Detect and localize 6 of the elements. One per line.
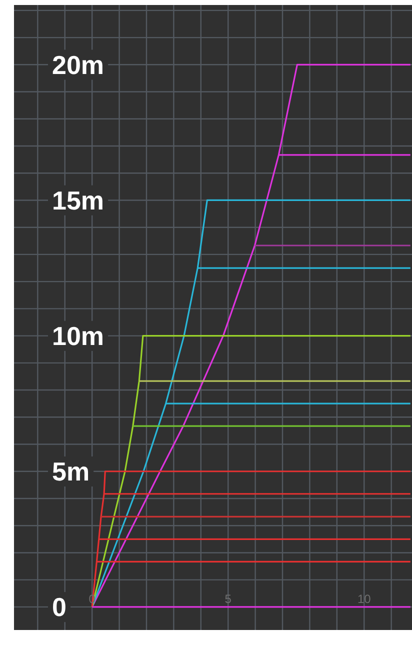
x-tick-label: 5 xyxy=(224,592,232,606)
x-tick-label: 10 xyxy=(357,592,372,606)
y-tick-label: 5m xyxy=(52,456,90,486)
y-tick-label: 10m xyxy=(52,320,104,351)
y-tick-label: 15m xyxy=(52,185,104,216)
y-tick-label: 20m xyxy=(52,50,104,80)
